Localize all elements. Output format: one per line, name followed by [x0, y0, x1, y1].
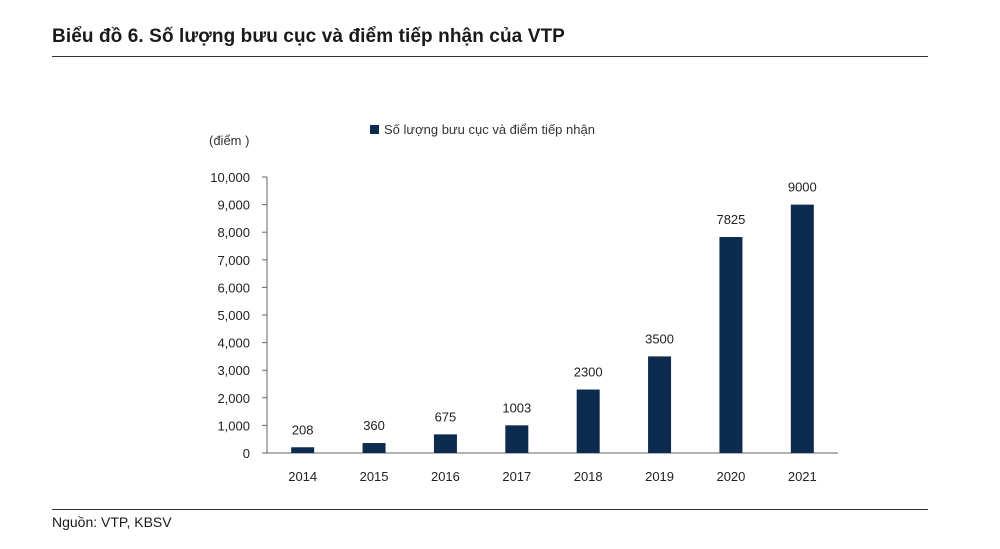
y-tick-label: 6,000 — [217, 280, 250, 295]
source-note: Nguồn: VTP, KBSV — [52, 514, 172, 530]
y-tick-label: 4,000 — [217, 336, 250, 351]
x-tick-label: 2016 — [431, 469, 460, 484]
data-label: 360 — [363, 418, 385, 433]
data-label: 675 — [435, 409, 457, 424]
x-tick-label: 2020 — [716, 469, 745, 484]
bar — [505, 425, 529, 453]
bar — [291, 447, 315, 453]
y-tick-label: 0 — [243, 446, 250, 461]
y-tick-label: 5,000 — [217, 308, 250, 323]
y-tick-label: 7,000 — [217, 253, 250, 268]
y-tick-label: 10,000 — [210, 170, 250, 185]
footer-divider — [52, 509, 928, 510]
bar — [362, 443, 386, 453]
legend: Số lượng bưu cục và điểm tiếp nhận — [370, 122, 595, 137]
title-divider — [52, 56, 928, 57]
y-tick-label: 3,000 — [217, 363, 250, 378]
bar — [790, 204, 814, 453]
data-label: 9000 — [788, 180, 817, 195]
y-axis-unit-label: (điểm ) — [209, 133, 249, 148]
bar — [576, 389, 600, 453]
x-tick-label: 2014 — [288, 469, 317, 484]
bar — [719, 237, 743, 453]
data-label: 2300 — [574, 365, 603, 380]
y-tick-label: 9,000 — [217, 198, 250, 213]
y-tick-label: 1,000 — [217, 418, 250, 433]
x-tick-label: 2015 — [360, 469, 389, 484]
y-axis: 0 1,000 2,000 3,000 4,000 5,000 6,000 7,000 8,00… — [210, 170, 268, 461]
x-tick-label: 2018 — [574, 469, 603, 484]
y-tick-label: 2,000 — [217, 391, 250, 406]
legend-swatch — [370, 125, 379, 134]
bar — [648, 356, 672, 453]
bars — [291, 204, 814, 453]
x-tick-label: 2021 — [788, 469, 817, 484]
data-label: 208 — [292, 422, 314, 437]
bar — [433, 434, 457, 453]
chart-title: Biểu đồ 6. Số lượng bưu cục và điểm tiếp… — [52, 26, 565, 47]
x-axis: 2014 2015 2016 2017 2018 2019 2020 2021 — [267, 452, 838, 484]
x-tick-label: 2017 — [502, 469, 531, 484]
y-tick-label: 8,000 — [217, 225, 250, 240]
x-tick-label: 2019 — [645, 469, 674, 484]
data-label: 3500 — [645, 331, 674, 346]
data-labels: 208 360 675 1003 2300 3500 7825 9000 — [292, 180, 817, 438]
data-label: 7825 — [716, 212, 745, 227]
data-label: 1003 — [502, 400, 531, 415]
legend-label: Số lượng bưu cục và điểm tiếp nhận — [384, 122, 595, 137]
